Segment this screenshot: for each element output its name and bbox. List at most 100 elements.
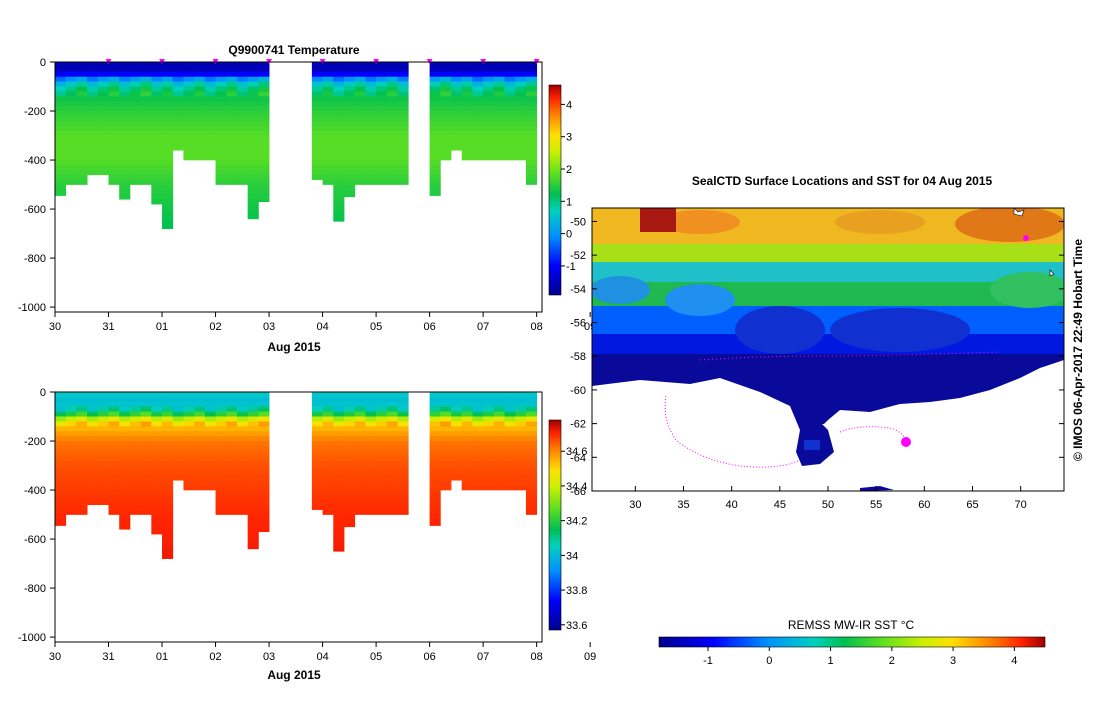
temperature-cell bbox=[151, 184, 163, 190]
temperature-cell bbox=[140, 76, 152, 82]
temperature-cell bbox=[226, 140, 238, 146]
salinity-cell bbox=[162, 514, 174, 520]
temperature-cell bbox=[247, 91, 259, 97]
temperature-profile-column bbox=[97, 62, 109, 176]
temperature-cell bbox=[525, 145, 538, 151]
salinity-cell bbox=[451, 396, 463, 403]
salinity-cell bbox=[386, 460, 398, 466]
salinity-cell bbox=[226, 499, 238, 506]
temperature-cell bbox=[236, 120, 249, 127]
salinity-cell bbox=[226, 460, 238, 466]
temperature-cell bbox=[151, 101, 163, 107]
temperature-cell bbox=[386, 145, 398, 151]
temperature-cell bbox=[162, 218, 174, 225]
salinity-cell bbox=[97, 499, 109, 506]
salinity-cell bbox=[76, 436, 88, 442]
temperature-cell bbox=[65, 179, 77, 185]
temperature-cell bbox=[429, 120, 441, 127]
salinity-cell bbox=[247, 445, 259, 452]
temperature-cell bbox=[172, 76, 184, 82]
salinity-cell bbox=[162, 480, 174, 486]
temperature-cell bbox=[386, 66, 398, 73]
temperature-cell bbox=[386, 164, 398, 171]
temperature-cell bbox=[76, 169, 88, 176]
salinity-cell bbox=[162, 548, 174, 555]
salinity-cell bbox=[525, 421, 538, 427]
salinity-cell bbox=[354, 441, 366, 447]
salinity-profile-column bbox=[451, 392, 463, 481]
salinity-cell bbox=[472, 396, 484, 403]
salinity-cell bbox=[151, 475, 163, 481]
salinity-cell bbox=[333, 416, 345, 422]
temperature-cell bbox=[354, 150, 366, 156]
x-tick-label: 30 bbox=[49, 321, 61, 333]
temperature-cell bbox=[65, 86, 77, 92]
temperature-cell bbox=[204, 130, 216, 136]
salinity-cell bbox=[483, 411, 495, 417]
salinity-cell bbox=[247, 406, 259, 412]
salinity-cell bbox=[65, 396, 77, 403]
salinity-cell bbox=[343, 460, 356, 466]
salinity-cell bbox=[440, 450, 452, 457]
salinity-cell bbox=[215, 504, 227, 510]
salinity-cell bbox=[311, 450, 323, 457]
temperature-cell bbox=[247, 135, 259, 141]
salinity-x-axis: 30 31 01 02 03 04 05 06 07 08 09 bbox=[49, 642, 596, 663]
temperature-cell bbox=[493, 120, 505, 127]
salinity-cell bbox=[472, 436, 484, 442]
temperature-cell bbox=[483, 76, 495, 82]
salinity-cell bbox=[376, 460, 388, 466]
sst-map-credit-label: © IMOS 06-Apr-2017 22:49 Hobart Time bbox=[1071, 239, 1085, 461]
salinity-cell bbox=[472, 416, 484, 422]
salinity-cell bbox=[397, 441, 409, 447]
salinity-cell bbox=[87, 396, 99, 403]
temperature-cell bbox=[343, 179, 356, 185]
temperature-cell bbox=[397, 120, 409, 127]
temperature-profile-column bbox=[129, 62, 142, 185]
temperature-cell bbox=[311, 150, 323, 156]
salinity-cell bbox=[162, 543, 174, 550]
salinity-profile-column bbox=[386, 392, 398, 515]
temperature-cell bbox=[162, 71, 174, 77]
salinity-cell bbox=[140, 499, 152, 506]
temperature-cell bbox=[472, 96, 484, 102]
temperature-cell bbox=[247, 101, 259, 107]
x-tick-label: 02 bbox=[209, 321, 221, 333]
temperature-cell bbox=[226, 169, 238, 176]
salinity-cell bbox=[236, 411, 249, 417]
salinity-cell bbox=[504, 396, 516, 403]
temperature-cell bbox=[215, 66, 227, 73]
temperature-cell bbox=[461, 76, 473, 82]
temperature-cell bbox=[247, 204, 259, 210]
salinity-cell bbox=[493, 460, 505, 466]
temperature-cell bbox=[258, 106, 270, 112]
salinity-cell bbox=[162, 465, 174, 471]
temperature-cell bbox=[236, 145, 249, 151]
salinity-profile-column bbox=[525, 392, 538, 515]
temperature-cell bbox=[472, 115, 484, 122]
salinity-cell bbox=[140, 455, 152, 461]
temperature-cell bbox=[386, 96, 398, 102]
salinity-cell bbox=[194, 431, 206, 437]
salinity-cell bbox=[119, 499, 131, 506]
temperature-cell bbox=[119, 145, 131, 151]
salinity-cell bbox=[65, 470, 77, 476]
temperature-cell bbox=[472, 101, 484, 107]
salinity-cell bbox=[311, 504, 323, 510]
salinity-cell bbox=[108, 436, 120, 442]
temperature-cell bbox=[451, 76, 463, 82]
temperature-cell bbox=[258, 189, 270, 195]
temperature-cell bbox=[172, 101, 184, 107]
latitude-tick-label: -52 bbox=[570, 250, 586, 262]
temperature-cell bbox=[151, 125, 163, 131]
salinity-cell bbox=[129, 416, 142, 422]
salinity-cell bbox=[183, 392, 195, 398]
salinity-cell bbox=[493, 485, 505, 491]
salinity-cell bbox=[386, 499, 398, 506]
temperature-cell bbox=[140, 115, 152, 122]
salinity-cell bbox=[472, 421, 484, 427]
temperature-cell bbox=[386, 160, 398, 166]
salinity-cell bbox=[440, 426, 452, 432]
salinity-cell bbox=[129, 480, 142, 486]
salinity-cell bbox=[258, 504, 270, 510]
